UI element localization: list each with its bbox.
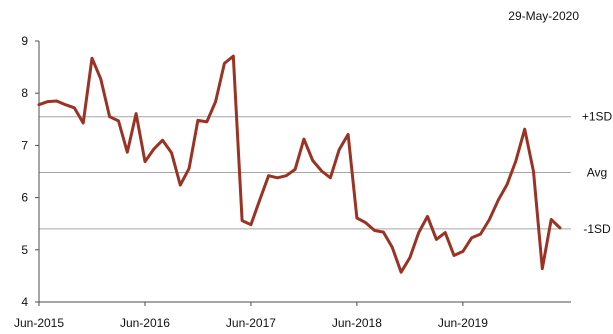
y-tick-label: 4 bbox=[21, 295, 28, 309]
ref-line-label: -1SD bbox=[583, 222, 611, 236]
y-axis: 4 5 6 7 8 9 bbox=[21, 34, 40, 309]
x-axis: Jun-2015 Jun-2016 Jun-2017 Jun-2018 Jun-2019 bbox=[14, 301, 571, 330]
y-tick-label: 8 bbox=[21, 86, 28, 100]
reference-lines: +1SD Avg -1SD bbox=[39, 110, 613, 236]
y-tick-label: 9 bbox=[21, 34, 28, 48]
x-tick-label: Jun-2017 bbox=[226, 316, 276, 330]
y-tick-label: 7 bbox=[21, 138, 28, 152]
ref-line-label: +1SD bbox=[582, 110, 613, 124]
x-tick-label: Jun-2016 bbox=[120, 316, 170, 330]
ref-line-label: Avg bbox=[587, 166, 607, 180]
x-tick-label: Jun-2019 bbox=[438, 316, 488, 330]
series-line bbox=[37, 54, 562, 274]
y-tick-label: 6 bbox=[21, 191, 28, 205]
y-tick-label: 5 bbox=[21, 243, 28, 257]
series-layer bbox=[37, 54, 562, 274]
x-tick-label: Jun-2018 bbox=[332, 316, 382, 330]
as-of-date: 29-May-2020 bbox=[508, 9, 579, 23]
x-tick-label: Jun-2015 bbox=[14, 316, 64, 330]
